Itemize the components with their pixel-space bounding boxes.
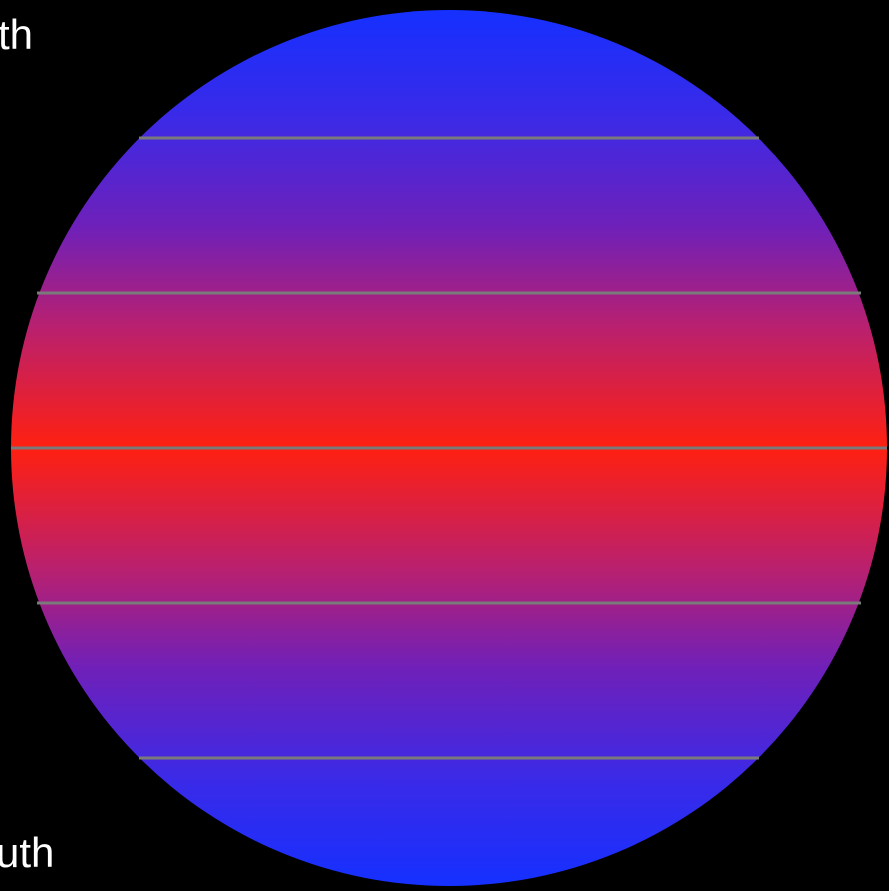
north-label: th [0,11,33,58]
south-label: uth [0,829,54,876]
